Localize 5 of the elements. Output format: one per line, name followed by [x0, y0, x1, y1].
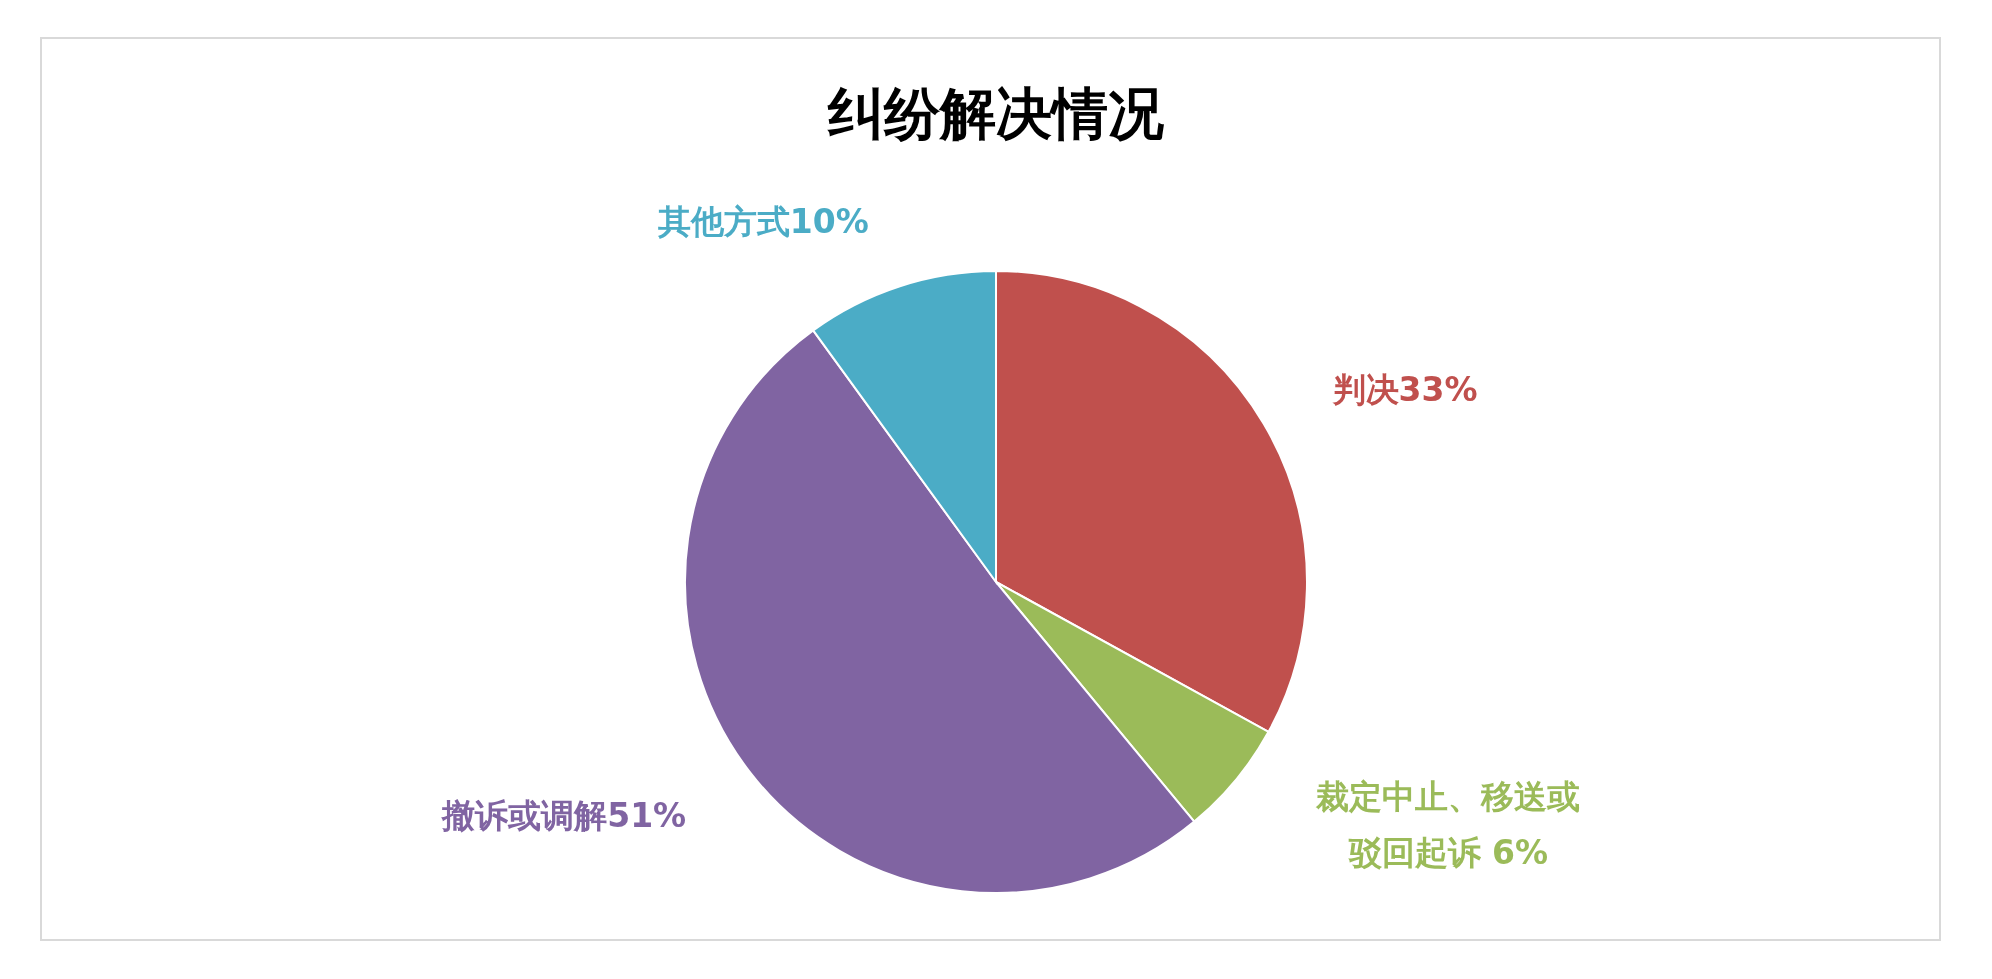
slice-label: 裁定中止、移送或驳回起诉 6% — [1315, 776, 1581, 872]
slice-label: 判决33% — [1331, 369, 1478, 409]
chart-title: 纠纷解决情况 — [827, 80, 1164, 146]
slice-label: 其他方式10% — [656, 202, 869, 242]
slice-label: 撤诉或调解51% — [441, 795, 687, 835]
